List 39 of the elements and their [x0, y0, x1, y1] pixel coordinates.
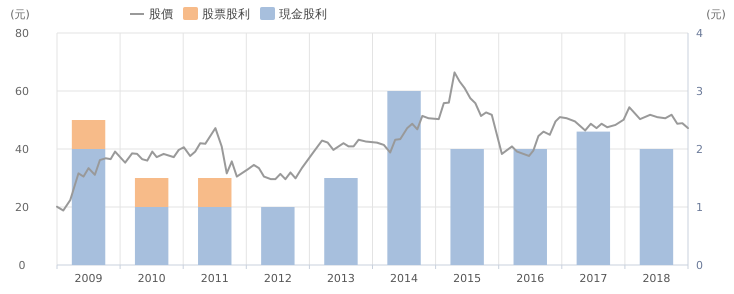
y-axis-title: (元) — [10, 8, 30, 21]
x-tick-label: 2013 — [326, 272, 355, 285]
y2-axis-title: (元) — [706, 8, 726, 21]
y2-tick-label: 3 — [696, 85, 703, 98]
y-tick-label: 0 — [18, 259, 26, 272]
bar — [134, 178, 168, 207]
bar — [514, 149, 547, 265]
legend-label: 股價 — [149, 7, 173, 21]
bar — [387, 91, 421, 265]
bar — [134, 207, 168, 265]
y2-tick-label: 2 — [696, 143, 703, 156]
x-tick-label: 2016 — [516, 272, 544, 285]
y-tick-label: 60 — [15, 85, 29, 98]
y2-tick-label: 1 — [696, 201, 703, 214]
bar — [640, 149, 674, 265]
bar — [450, 149, 484, 265]
y-tick-label: 20 — [15, 201, 29, 214]
x-tick-label: 2010 — [138, 272, 166, 285]
x-tick-label: 2011 — [200, 272, 229, 285]
bar — [198, 207, 232, 265]
x-tick-label: 2012 — [264, 272, 292, 285]
bar — [72, 120, 106, 149]
y-tick-label: 40 — [15, 143, 29, 156]
bar — [324, 178, 358, 265]
x-tick-label: 2017 — [579, 272, 608, 285]
bar — [576, 132, 610, 265]
x-tick-label: 2015 — [453, 272, 482, 285]
y2-tick-label: 0 — [696, 259, 703, 272]
y2-tick-label: 4 — [696, 27, 703, 40]
x-tick-label: 2014 — [390, 272, 418, 285]
x-tick-label: 2018 — [642, 272, 670, 285]
bar — [72, 149, 106, 265]
line-series — [56, 71, 689, 212]
legend-label: 股票股利 — [202, 7, 250, 21]
y-tick-label: 80 — [15, 27, 29, 40]
bar — [198, 178, 232, 207]
legend-label: 現金股利 — [279, 7, 327, 21]
x-tick-label: 2009 — [74, 272, 103, 285]
bar — [261, 207, 295, 265]
